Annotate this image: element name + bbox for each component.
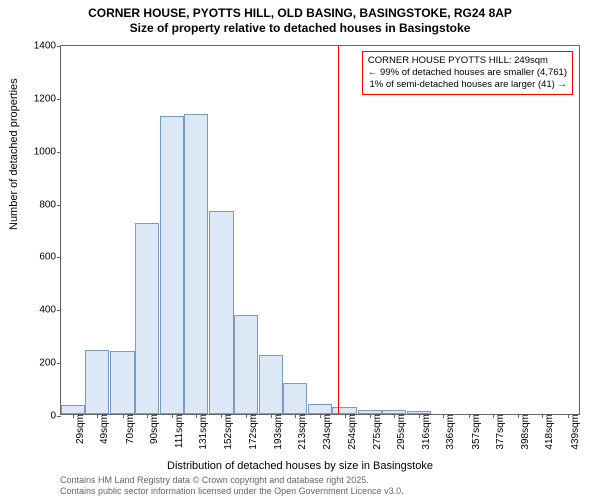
annotation-box: CORNER HOUSE PYOTTS HILL: 249sqm← 99% of…	[362, 51, 573, 95]
x-tick-label: 316sqm	[419, 414, 432, 454]
y-axis-label: Number of detached properties	[8, 78, 20, 230]
x-tick-label: 213sqm	[295, 414, 308, 454]
x-tick-label: 172sqm	[246, 414, 259, 454]
histogram-bar	[332, 407, 356, 414]
chart-title-sub: Size of property relative to detached ho…	[0, 20, 600, 35]
x-axis-label: Distribution of detached houses by size …	[0, 460, 600, 472]
x-tick-label: 254sqm	[345, 414, 358, 454]
x-tick-label: 131sqm	[196, 414, 209, 454]
x-tick-label: 111sqm	[172, 414, 185, 454]
x-tick-label: 377sqm	[493, 414, 506, 454]
x-tick-label: 29sqm	[73, 414, 86, 454]
annotation-line: ← 99% of detached houses are smaller (4,…	[368, 67, 567, 79]
x-tick-label: 193sqm	[271, 414, 284, 454]
y-tick-mark	[57, 205, 61, 206]
x-tick-label: 357sqm	[469, 414, 482, 454]
x-tick-label: 152sqm	[221, 414, 234, 454]
x-tick-label: 439sqm	[568, 414, 581, 454]
footer-line-2: Contains public sector information licen…	[60, 486, 404, 497]
x-tick-label: 336sqm	[443, 414, 456, 454]
histogram-bar	[234, 315, 258, 414]
annotation-line: CORNER HOUSE PYOTTS HILL: 249sqm	[368, 55, 567, 67]
y-tick-mark	[57, 257, 61, 258]
y-tick-mark	[57, 99, 61, 100]
chart-plot-area: 020040060080010001200140029sqm49sqm70sqm…	[60, 45, 580, 415]
histogram-bar	[85, 350, 109, 414]
y-tick-mark	[57, 416, 61, 417]
histogram-bar	[184, 114, 208, 414]
y-tick-mark	[57, 46, 61, 47]
histogram-bar	[259, 355, 283, 414]
y-tick-mark	[57, 310, 61, 311]
histogram-bar	[110, 351, 134, 414]
histogram-bar	[308, 404, 332, 414]
chart-title-main: CORNER HOUSE, PYOTTS HILL, OLD BASING, B…	[0, 0, 600, 20]
reference-vline	[338, 46, 339, 414]
x-tick-label: 90sqm	[147, 414, 160, 454]
chart-footer: Contains HM Land Registry data © Crown c…	[60, 475, 404, 497]
annotation-line: 1% of semi-detached houses are larger (4…	[368, 79, 567, 91]
x-tick-label: 49sqm	[97, 414, 110, 454]
x-tick-label: 70sqm	[123, 414, 136, 454]
histogram-bar	[209, 211, 233, 414]
y-tick-mark	[57, 363, 61, 364]
histogram-bar	[160, 116, 184, 414]
y-tick-mark	[57, 152, 61, 153]
x-tick-label: 295sqm	[394, 414, 407, 454]
x-tick-label: 398sqm	[518, 414, 531, 454]
histogram-bar	[61, 405, 85, 415]
footer-line-1: Contains HM Land Registry data © Crown c…	[60, 475, 404, 486]
x-tick-label: 418sqm	[542, 414, 555, 454]
histogram-bar	[283, 383, 307, 414]
histogram-bar	[135, 223, 159, 414]
x-tick-label: 275sqm	[370, 414, 383, 454]
x-tick-label: 234sqm	[320, 414, 333, 454]
